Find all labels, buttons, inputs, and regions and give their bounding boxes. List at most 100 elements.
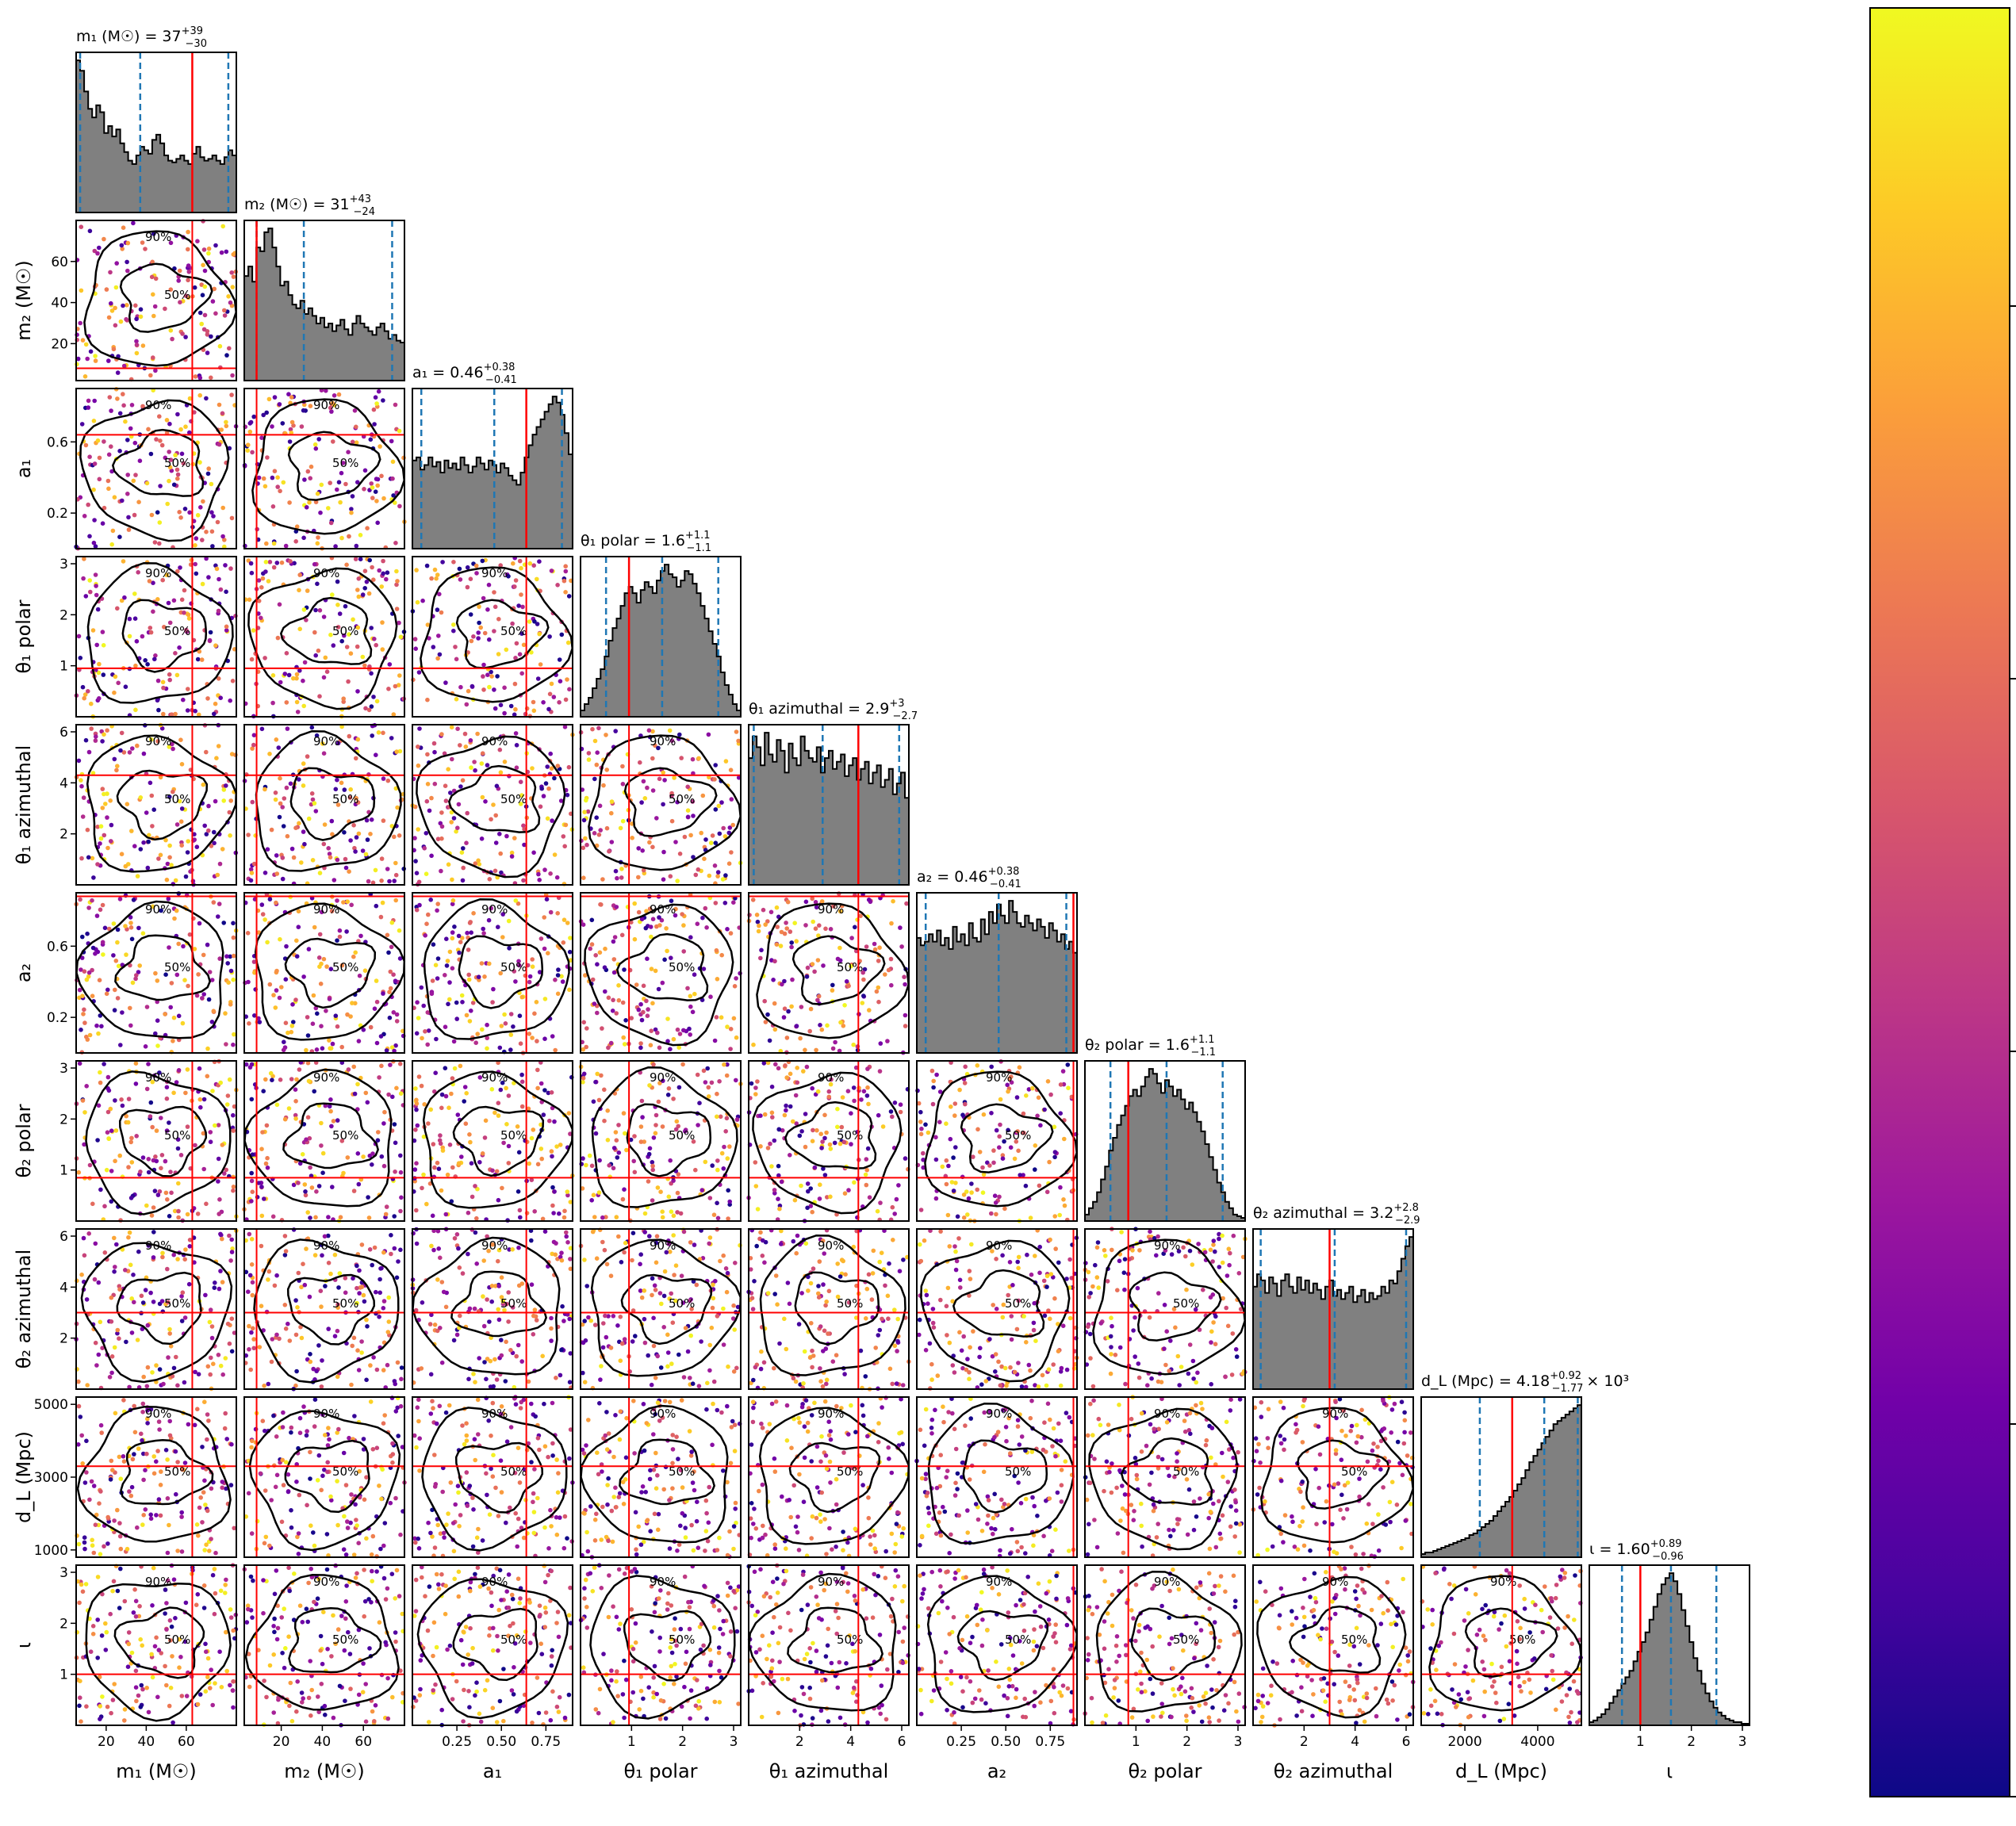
scatter-point [186, 1281, 192, 1287]
scatter-point [366, 879, 371, 884]
scatter-point [154, 1363, 159, 1368]
scatter-point [126, 1097, 132, 1101]
scatter-point [204, 396, 209, 401]
scatter-point [228, 954, 233, 959]
scatter-point [338, 1215, 343, 1219]
scatter-point [94, 584, 98, 588]
scatter-point [414, 1208, 419, 1213]
scatter-point [109, 1199, 114, 1204]
contour-label: 90% [313, 1238, 339, 1253]
scatter-point [249, 1178, 255, 1184]
scatter-point [143, 1044, 148, 1049]
scatter-point [377, 568, 382, 573]
scatter-point [519, 994, 525, 1000]
scatter-point [938, 1297, 943, 1303]
scatter-point [414, 1107, 419, 1112]
scatter-point [989, 1064, 994, 1070]
scatter-point [726, 1364, 730, 1369]
scatter-point [480, 751, 485, 756]
scatter-point [137, 963, 142, 968]
scatter-point [412, 637, 418, 641]
scatter-point [821, 1282, 826, 1287]
scatter-point [581, 1047, 586, 1052]
scatter-point [274, 1332, 279, 1338]
scatter-point [506, 1093, 512, 1098]
contour-label: 50% [164, 1296, 190, 1311]
scatter-point [479, 836, 485, 841]
scatter-point [336, 392, 342, 397]
scatter-point [434, 1036, 439, 1042]
scatter-point [1012, 1369, 1018, 1375]
scatter-point [471, 634, 476, 639]
contour-label: 50% [332, 792, 358, 806]
scatter-point [453, 645, 458, 649]
scatter-point [220, 411, 225, 416]
scatter-point [616, 1234, 621, 1239]
scatter-point [688, 833, 693, 838]
scatter-point [895, 1349, 899, 1353]
scatter-point [450, 930, 455, 935]
y-tick-label-a2: 0.2 [47, 1010, 68, 1026]
scatter-point [977, 1150, 983, 1154]
scatter-point [231, 1185, 236, 1189]
scatter-point [416, 1074, 422, 1079]
scatter-point [496, 652, 501, 657]
scatter-point [512, 681, 518, 687]
scatter-point [669, 898, 674, 903]
scatter-point [205, 696, 210, 701]
contour-label: 90% [818, 1070, 844, 1085]
scatter-point [82, 692, 88, 697]
scatter-point [598, 828, 603, 833]
scatter-point [983, 1379, 989, 1384]
scatter-point [807, 1355, 813, 1360]
scatter-point [491, 986, 496, 992]
scatter-point [293, 1298, 298, 1303]
scatter-point [180, 1020, 186, 1026]
scatter-point [121, 559, 126, 564]
scatter-point [394, 1085, 399, 1091]
scatter-point [924, 1292, 929, 1298]
scatter-point [124, 1339, 128, 1345]
scatter-point [759, 947, 764, 953]
scatter-point [393, 860, 398, 866]
scatter-point [224, 423, 229, 429]
scatter-point [662, 778, 667, 783]
scatter-point [609, 799, 615, 804]
scatter-point [287, 500, 292, 505]
scatter-point [562, 1208, 567, 1214]
scatter-point [834, 1353, 839, 1357]
y-axis-label-theta2_polar: θ₂ polar [13, 1104, 35, 1177]
scatter-point [144, 1005, 150, 1009]
scatter-point [877, 945, 882, 950]
scatter-point [538, 936, 544, 941]
scatter-point [128, 925, 134, 930]
scatter-point [472, 760, 477, 764]
scatter-point [1048, 1092, 1053, 1097]
scatter-point [641, 867, 646, 873]
scatter-point [549, 1090, 554, 1095]
panel-a2-vs-m2: 90%50% [243, 892, 406, 1054]
scatter-point [641, 1009, 646, 1015]
scatter-point [965, 1212, 970, 1217]
scatter-point [313, 607, 318, 613]
scatter-point [498, 770, 504, 775]
scatter-point [957, 1330, 962, 1335]
scatter-point [215, 872, 220, 878]
scatter-point [485, 1357, 490, 1361]
scatter-point [581, 1071, 587, 1077]
scatter-point [293, 1087, 298, 1092]
scatter-point [719, 1150, 725, 1156]
scatter-point [813, 900, 818, 905]
scatter-point [634, 982, 639, 987]
scatter-point [102, 505, 107, 511]
scatter-point [134, 973, 139, 978]
scatter-point [77, 1061, 82, 1066]
scatter-point [381, 571, 386, 576]
scatter-point [179, 597, 185, 603]
scatter-point [297, 777, 301, 782]
scatter-point [618, 1315, 623, 1319]
scatter-point [313, 809, 319, 813]
scatter-point [199, 282, 204, 287]
scatter-point [83, 442, 89, 448]
panel-theta2_azimuthal-vs-theta2_polar: 90%50% [1083, 1227, 1248, 1390]
